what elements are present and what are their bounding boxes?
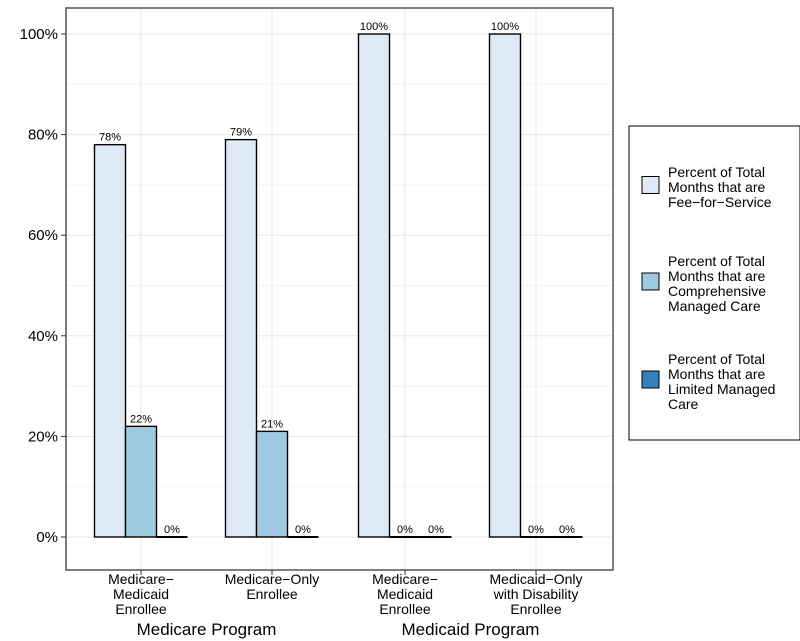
bar — [488, 33, 522, 538]
data-label: 0% — [528, 524, 544, 536]
x-tick-label: Medicaid−Only with Disability Enrollee — [490, 571, 583, 617]
x-tick-label: Medicare− Medicaid Enrollee — [108, 571, 174, 617]
group-label: Medicare Program — [137, 620, 277, 639]
legend-label: Percent of Total Months that are Limited M… — [668, 351, 775, 412]
x-tick-label: Medicare−Only Enrollee — [225, 571, 320, 602]
data-label: 100% — [360, 21, 388, 33]
data-label: 78% — [99, 132, 121, 144]
data-label: 0% — [428, 524, 444, 536]
bar — [124, 425, 158, 538]
legend-swatch — [641, 272, 660, 291]
data-label: 0% — [397, 524, 413, 536]
x-axis: Medicare− Medicaid Enrollee Medicare−Only En… — [108, 570, 583, 639]
bar — [93, 143, 127, 538]
data-label: 100% — [491, 21, 519, 33]
y-tick-label: 100% — [20, 26, 58, 43]
data-label: 79% — [230, 127, 252, 139]
data-label: 22% — [130, 413, 152, 425]
y-tick-label: 0% — [36, 529, 58, 546]
legend-label: Percent of Total Months that are Comprehen… — [668, 253, 766, 314]
legend-label: Percent of Total Months that are Fee−for−S… — [668, 164, 772, 210]
data-label: 0% — [559, 524, 575, 536]
data-label: 0% — [164, 524, 180, 536]
y-axis: 0% 20% 40% 60% 80% 100% — [20, 26, 66, 546]
data-label: 21% — [261, 418, 283, 430]
y-tick-label: 60% — [28, 227, 58, 244]
legend: Percent of Total Months that are Fee−for−S… — [628, 125, 800, 441]
x-tick-label: Medicare− Medicaid Enrollee — [372, 571, 438, 617]
group-label: Medicaid Program — [402, 620, 540, 639]
data-labels: 78% 22% 0% 79% 21% 0% 100% 0% 0% 100% 0% 0% — [99, 21, 575, 536]
bar — [224, 138, 258, 538]
bar — [255, 430, 289, 538]
y-tick-label: 40% — [28, 328, 58, 345]
bar — [357, 33, 391, 538]
y-tick-label: 20% — [28, 428, 58, 445]
legend-swatch — [641, 176, 660, 194]
plot-panel-border — [65, 7, 614, 571]
legend-swatch — [641, 370, 660, 389]
y-tick-label: 80% — [28, 127, 58, 144]
bars — [93, 33, 583, 538]
data-label: 0% — [295, 524, 311, 536]
